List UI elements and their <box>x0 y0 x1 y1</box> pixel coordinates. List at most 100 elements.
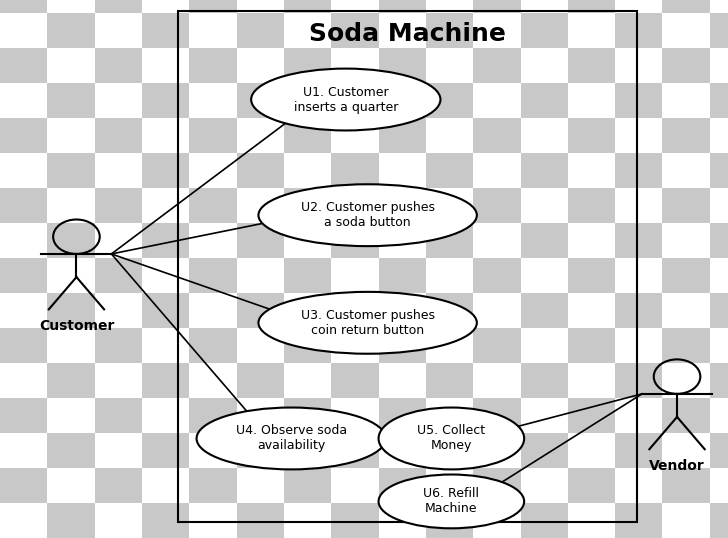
Bar <box>284 0 331 13</box>
Bar <box>237 118 284 153</box>
Bar <box>142 363 189 398</box>
Bar <box>47 223 95 258</box>
Bar <box>47 398 95 433</box>
Bar <box>615 118 662 153</box>
Bar <box>615 398 662 433</box>
Bar <box>568 118 615 153</box>
Bar <box>331 398 379 433</box>
Bar <box>521 223 568 258</box>
Bar <box>142 0 189 13</box>
Bar <box>521 398 568 433</box>
Bar <box>710 188 728 223</box>
Bar <box>662 0 710 13</box>
Bar <box>379 363 426 398</box>
Bar <box>189 13 237 48</box>
Bar <box>189 293 237 328</box>
Text: Vendor: Vendor <box>649 459 705 473</box>
Bar <box>426 118 473 153</box>
Bar <box>615 363 662 398</box>
Bar <box>95 433 142 468</box>
Bar <box>0 223 47 258</box>
Bar <box>473 293 521 328</box>
Bar <box>142 468 189 503</box>
Bar <box>237 188 284 223</box>
Bar <box>284 293 331 328</box>
Bar <box>615 258 662 293</box>
Bar <box>0 293 47 328</box>
Bar <box>47 258 95 293</box>
Bar <box>178 11 637 522</box>
Bar <box>0 188 47 223</box>
Ellipse shape <box>379 408 524 469</box>
Bar <box>473 83 521 118</box>
Bar <box>189 398 237 433</box>
Bar <box>379 223 426 258</box>
Bar <box>426 503 473 538</box>
Bar <box>189 258 237 293</box>
Bar <box>237 223 284 258</box>
Bar <box>426 433 473 468</box>
Bar <box>189 363 237 398</box>
Bar <box>568 223 615 258</box>
Bar <box>237 258 284 293</box>
Bar <box>142 83 189 118</box>
Bar <box>284 48 331 83</box>
Bar <box>237 468 284 503</box>
Bar <box>331 153 379 188</box>
Bar <box>142 223 189 258</box>
Bar <box>426 83 473 118</box>
Bar <box>189 0 237 13</box>
Bar <box>426 13 473 48</box>
Bar <box>662 258 710 293</box>
Bar <box>615 223 662 258</box>
Bar <box>379 83 426 118</box>
Bar <box>379 328 426 363</box>
Bar <box>568 468 615 503</box>
Bar <box>615 13 662 48</box>
Bar <box>331 188 379 223</box>
Bar <box>331 118 379 153</box>
Text: Soda Machine: Soda Machine <box>309 22 506 46</box>
Text: U6. Refill
Machine: U6. Refill Machine <box>424 487 479 515</box>
Bar <box>95 118 142 153</box>
Bar <box>379 48 426 83</box>
Bar <box>710 118 728 153</box>
Bar <box>710 153 728 188</box>
Bar <box>568 293 615 328</box>
Bar <box>662 153 710 188</box>
Bar <box>662 48 710 83</box>
Bar <box>710 328 728 363</box>
Bar <box>47 363 95 398</box>
Bar <box>662 188 710 223</box>
Bar <box>379 0 426 13</box>
Ellipse shape <box>258 292 477 354</box>
Bar <box>426 468 473 503</box>
Bar <box>331 0 379 13</box>
Bar <box>568 258 615 293</box>
Bar <box>710 223 728 258</box>
Bar <box>615 188 662 223</box>
Bar <box>521 13 568 48</box>
Bar <box>189 468 237 503</box>
Bar <box>473 118 521 153</box>
Bar <box>47 468 95 503</box>
Bar <box>95 48 142 83</box>
Bar <box>568 363 615 398</box>
Bar <box>662 433 710 468</box>
Bar <box>568 328 615 363</box>
Bar <box>47 433 95 468</box>
Bar <box>379 398 426 433</box>
Bar <box>142 48 189 83</box>
Bar <box>662 83 710 118</box>
Bar <box>379 433 426 468</box>
Bar <box>473 328 521 363</box>
Bar <box>662 398 710 433</box>
Bar <box>331 503 379 538</box>
Bar <box>95 223 142 258</box>
Bar <box>473 48 521 83</box>
Bar <box>710 83 728 118</box>
Bar <box>521 433 568 468</box>
Bar <box>189 433 237 468</box>
Bar <box>0 328 47 363</box>
Ellipse shape <box>379 475 524 528</box>
